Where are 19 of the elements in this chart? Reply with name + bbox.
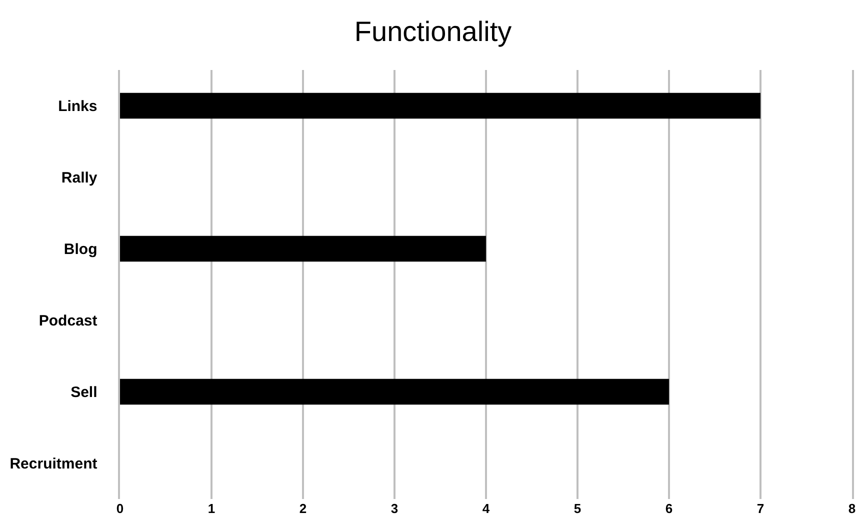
y-tick-label: Rally bbox=[61, 170, 98, 186]
bar bbox=[120, 378, 669, 405]
x-tick-label: 7 bbox=[756, 501, 764, 516]
y-tick-label: Blog bbox=[64, 241, 98, 258]
bar bbox=[120, 236, 486, 262]
y-tick-label: Sell bbox=[70, 384, 98, 401]
y-tick-label: Recruitment bbox=[10, 456, 98, 472]
x-tick-label: 2 bbox=[299, 501, 307, 516]
x-tick-label: 6 bbox=[665, 501, 673, 516]
x-tick-label: 0 bbox=[116, 501, 124, 516]
x-tick-label: 8 bbox=[848, 501, 856, 516]
x-tick-label: 1 bbox=[208, 501, 216, 516]
bar bbox=[120, 92, 760, 119]
x-tick-label: 3 bbox=[390, 501, 398, 516]
y-tick-label: Links bbox=[58, 98, 98, 115]
x-tick-label: 5 bbox=[574, 501, 582, 516]
chart-title: Functionality bbox=[354, 16, 512, 47]
y-tick-label: Podcast bbox=[38, 312, 98, 330]
x-tick-label: 4 bbox=[482, 501, 490, 516]
